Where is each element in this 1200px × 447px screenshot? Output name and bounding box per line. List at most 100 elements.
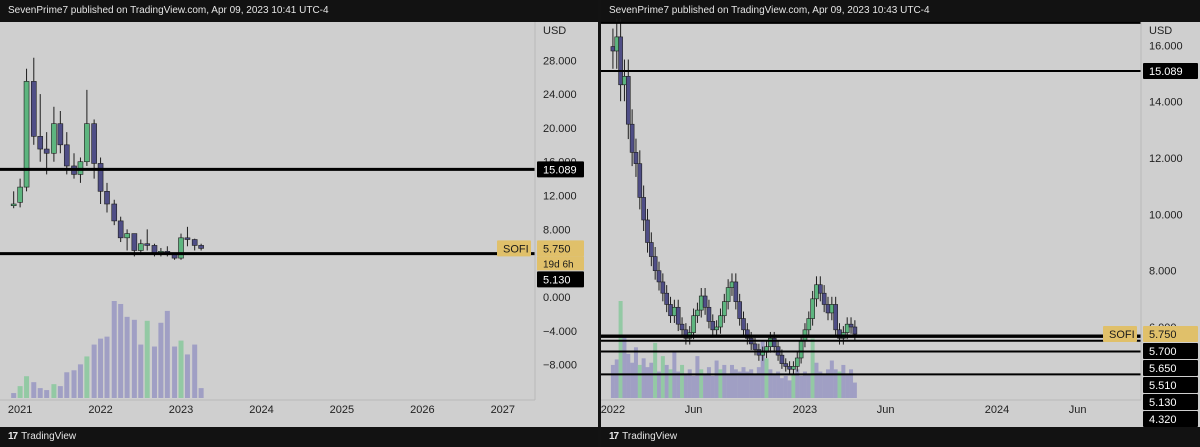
volume-bar xyxy=(706,367,711,398)
candle-body xyxy=(760,352,766,356)
volume-bar xyxy=(779,378,784,398)
candle-body xyxy=(729,281,735,288)
y-tick-label: 12.000 xyxy=(1149,153,1183,165)
price-badge xyxy=(1143,63,1198,80)
candle-body xyxy=(698,295,704,311)
x-tick-label: 2025 xyxy=(330,404,354,416)
volume-bar xyxy=(104,336,110,398)
volume-bar xyxy=(833,369,838,398)
y-tick-label: 16.000 xyxy=(1149,40,1183,52)
candle-body xyxy=(652,256,658,271)
volume-bar xyxy=(776,371,781,398)
volume-bar xyxy=(852,382,857,398)
volume-bar xyxy=(657,371,662,398)
candle-body xyxy=(733,281,739,302)
candle-body xyxy=(23,81,30,188)
candle-body xyxy=(783,363,789,367)
panel-divider xyxy=(598,0,601,447)
footer-label: TradingView xyxy=(21,431,77,442)
candle-body xyxy=(618,36,623,86)
volume-bar xyxy=(98,338,104,398)
publish-info: SevenPrime7 published on TradingView.com… xyxy=(601,0,1200,22)
candle-body xyxy=(691,315,696,333)
candle-body xyxy=(695,309,700,317)
price-badge xyxy=(1143,360,1198,377)
candle-body xyxy=(675,306,681,325)
candle-body xyxy=(57,123,64,146)
candle-body xyxy=(178,237,184,259)
volume-bar xyxy=(138,344,144,398)
volume-bar xyxy=(158,322,164,398)
volume-bar xyxy=(630,362,635,398)
volume-bar xyxy=(641,358,646,398)
candle-body xyxy=(124,233,130,239)
candle-body xyxy=(672,306,677,317)
volume-bar xyxy=(24,376,30,398)
volume-bar xyxy=(198,388,204,398)
volume-bar xyxy=(37,388,43,398)
candle-body xyxy=(714,326,719,331)
volume-bar xyxy=(614,359,619,398)
volume-bar xyxy=(791,373,796,398)
volume-bar xyxy=(729,364,734,398)
price-badge xyxy=(1143,326,1198,343)
volume-bar xyxy=(756,367,761,398)
volume-bar xyxy=(64,372,70,398)
x-tick-label: 2023 xyxy=(793,404,817,416)
candle-body xyxy=(668,304,673,317)
price-badge-label: 5.750 xyxy=(1149,329,1177,341)
volume-bar xyxy=(610,364,615,398)
volume-bar xyxy=(764,358,769,398)
volume-bar xyxy=(814,362,819,398)
volume-bar xyxy=(676,371,681,398)
volume-bar xyxy=(622,337,627,398)
volume-bar xyxy=(741,367,746,398)
candle-body xyxy=(660,281,666,294)
y-tick-label: 8.000 xyxy=(1149,266,1177,278)
volume-bar xyxy=(683,373,688,398)
volume-bar xyxy=(710,375,715,398)
footer-brand: 17 TradingView xyxy=(0,427,598,447)
price-badge xyxy=(1143,343,1198,360)
candle-body xyxy=(84,123,90,163)
candle-body xyxy=(63,144,70,167)
candle-body xyxy=(818,284,823,294)
y-tick-label: 12.000 xyxy=(543,191,577,203)
volume-bar xyxy=(144,320,150,398)
candle-body xyxy=(625,76,631,125)
left-chart[interactable]: USD28.00024.00020.00016.00012.0008.0000.… xyxy=(0,0,598,447)
ticker-label: SOFI xyxy=(503,243,529,255)
candle-body xyxy=(614,36,620,52)
candle-body xyxy=(848,323,854,328)
candle-body xyxy=(610,46,616,52)
candle-body xyxy=(641,197,646,221)
volume-bar xyxy=(699,369,704,398)
price-badge-label: 5.750 xyxy=(543,243,571,255)
volume-bar xyxy=(745,371,750,398)
y-tick-label: 8.000 xyxy=(543,224,571,236)
y-tick-label: −4.000 xyxy=(543,326,577,338)
candle-body xyxy=(721,301,727,317)
volume-bar xyxy=(783,375,788,398)
volume-bar xyxy=(178,340,184,398)
candle-body xyxy=(768,337,773,348)
volume-bar xyxy=(722,364,727,398)
candle-body xyxy=(825,304,831,314)
candle-body xyxy=(752,343,758,350)
volume-bar xyxy=(649,362,654,398)
right-chart-panel: SevenPrime7 published on TradingView.com… xyxy=(601,0,1200,447)
volume-bar xyxy=(118,303,124,398)
volume-bar xyxy=(91,344,97,398)
volume-bar xyxy=(703,373,708,398)
volume-bar xyxy=(733,369,738,398)
volume-bar xyxy=(51,384,57,398)
candle-body xyxy=(821,292,827,305)
candle-body xyxy=(852,326,858,335)
candle-body xyxy=(91,123,97,164)
volume-bar xyxy=(637,364,642,398)
ticker-badge xyxy=(1103,326,1137,343)
volume-bar xyxy=(841,364,846,398)
volume-bar xyxy=(668,369,673,398)
right-chart[interactable]: USD16.00014.00012.00010.0008.0006.000202… xyxy=(601,0,1200,447)
volume-bar xyxy=(626,353,631,398)
